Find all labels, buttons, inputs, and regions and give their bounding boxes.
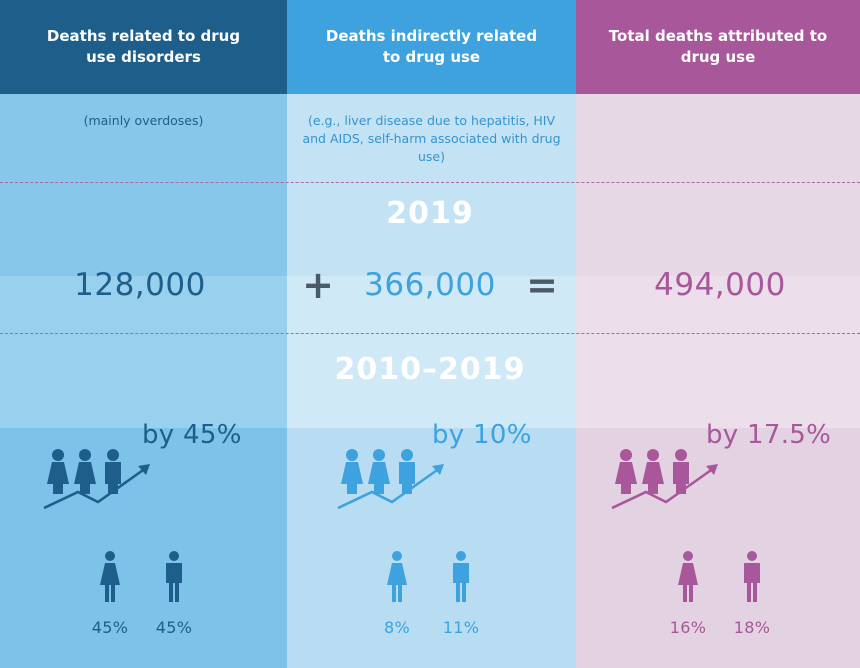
group-rising-trend-icon bbox=[43, 449, 150, 510]
male-change-indirect: 11% bbox=[442, 618, 480, 637]
year-label-2019: 2019 bbox=[386, 196, 474, 231]
year-label-2010-2019: 2010–2019 bbox=[334, 352, 526, 387]
female-person-icon bbox=[387, 551, 407, 602]
column-header: Total deaths attributed to drug use bbox=[576, 0, 860, 94]
male-person-icon bbox=[166, 551, 182, 602]
column-drug-use-disorders: Deaths related to drug use disorders (ma… bbox=[0, 0, 287, 668]
group-rising-trend-icon bbox=[337, 449, 444, 510]
female-change-total: 16% bbox=[669, 618, 707, 637]
column-indirect-deaths: Deaths indirectly related to drug use (e… bbox=[287, 0, 576, 668]
plus-operator: + bbox=[302, 263, 334, 307]
divider bbox=[0, 333, 860, 334]
female-person-icon bbox=[100, 551, 120, 602]
column-note: (e.g., liver disease due to hepatitis, H… bbox=[302, 113, 561, 164]
column-total-deaths: Total deaths attributed to drug use bbox=[576, 0, 860, 668]
male-person-icon bbox=[744, 551, 760, 602]
increase-total: by 17.5% bbox=[706, 420, 832, 450]
male-person-icon bbox=[453, 551, 469, 602]
increase-disorders: by 45% bbox=[142, 420, 242, 450]
increase-indirect: by 10% bbox=[432, 420, 532, 450]
column-note: (mainly overdoses) bbox=[83, 113, 204, 128]
female-person-icon bbox=[678, 551, 698, 602]
divider bbox=[0, 182, 860, 183]
equals-operator: = bbox=[526, 263, 558, 307]
group-rising-trend-icon bbox=[611, 449, 718, 510]
male-change-total: 18% bbox=[733, 618, 771, 637]
deaths-2019-indirect: 366,000 bbox=[364, 267, 496, 303]
male-change-disorders: 45% bbox=[155, 618, 193, 637]
deaths-2019-total: 494,000 bbox=[654, 267, 786, 303]
column-header: Deaths indirectly related to drug use bbox=[287, 0, 576, 94]
column-header: Deaths related to drug use disorders bbox=[0, 0, 287, 94]
female-change-disorders: 45% bbox=[91, 618, 129, 637]
deaths-2019-disorders: 128,000 bbox=[74, 267, 206, 303]
female-change-indirect: 8% bbox=[384, 618, 410, 637]
